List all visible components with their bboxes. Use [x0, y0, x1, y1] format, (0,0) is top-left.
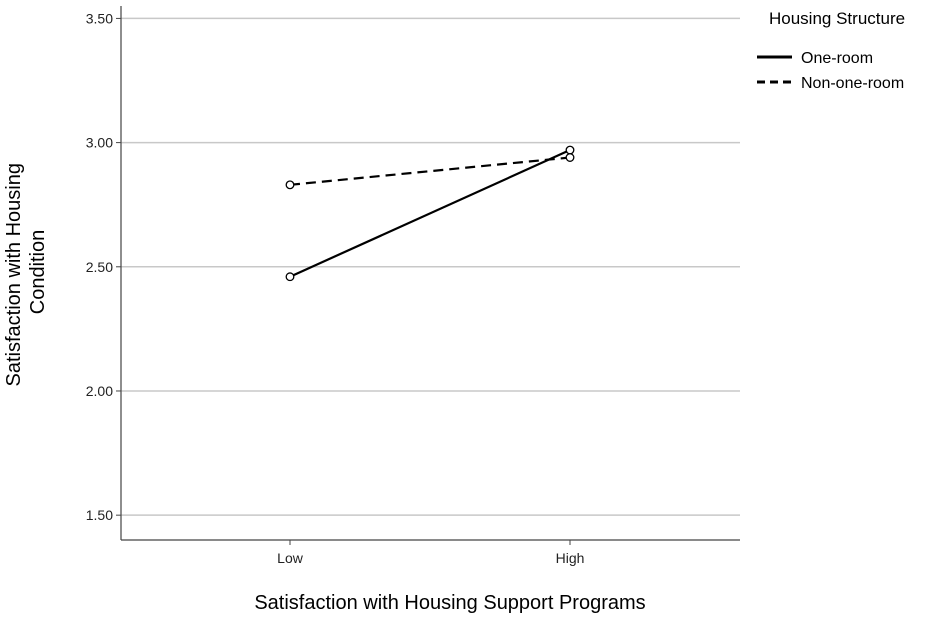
- series-line-non-one-room: [289, 156, 571, 186]
- y-axis-title-line-2: Condition: [27, 230, 49, 315]
- data-point-non-one-room-high: [565, 153, 575, 162]
- data-markers: [285, 145, 575, 282]
- y-tick-label: 3.50: [86, 10, 113, 26]
- data-point-one-room-high: [565, 145, 575, 155]
- axes: [116, 6, 740, 545]
- x-tick-label-low: Low: [277, 550, 304, 566]
- y-tick-label: 2.00: [86, 383, 113, 399]
- legend: Housing Structure One-room Non-one-room: [757, 9, 905, 92]
- y-tick-label: 1.50: [86, 507, 113, 523]
- series-lines: [289, 149, 571, 278]
- y-axis-title-line-1: Satisfaction with Housing: [3, 163, 25, 386]
- y-tick-label: 2.50: [86, 259, 113, 275]
- legend-title: Housing Structure: [769, 9, 905, 28]
- y-axis-title: Satisfaction with Housing Condition: [3, 157, 49, 386]
- y-tick-labels: 1.50 2.00 2.50 3.00 3.50: [86, 10, 113, 523]
- x-tick-labels: Low High: [277, 550, 584, 566]
- series-line-one-room: [289, 149, 571, 278]
- legend-label-non-one-room: Non-one-room: [801, 75, 904, 92]
- legend-label-one-room: One-room: [801, 50, 873, 67]
- data-point-one-room-low: [285, 272, 295, 282]
- x-tick-label-high: High: [556, 550, 585, 566]
- y-tick-label: 3.00: [86, 135, 113, 151]
- legend-items: One-room Non-one-room: [757, 50, 904, 92]
- x-axis-title: Satisfaction with Housing Support Progra…: [254, 592, 645, 614]
- gridlines: [121, 17, 740, 516]
- data-point-non-one-room-low: [285, 180, 295, 190]
